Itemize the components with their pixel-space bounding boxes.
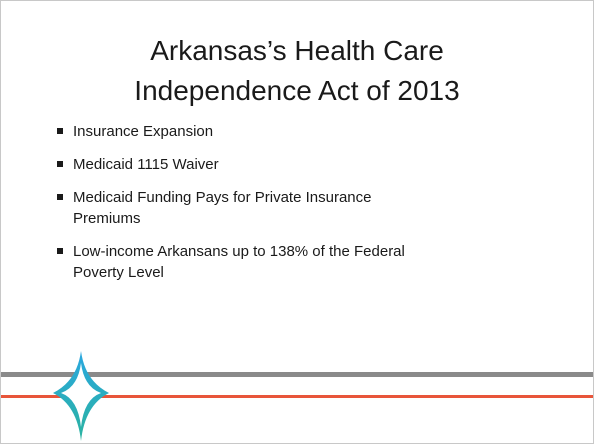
bullet-item: Medicaid 1115 Waiver xyxy=(57,154,557,175)
slide-title: Arkansas’s Health Care Independence Act o… xyxy=(1,31,593,111)
gray-rule xyxy=(1,372,593,377)
bullet-line: Poverty Level xyxy=(73,264,164,281)
bullet-line: Medicaid Funding Pays for Private Insura… xyxy=(73,189,372,206)
bullet-line: Low-income Arkansans up to 138% of the F… xyxy=(73,243,405,260)
bullet-list: Insurance Expansion Medicaid 1115 Waiver M… xyxy=(57,121,557,295)
red-rule xyxy=(1,395,593,398)
bullet-item: Low-income Arkansans up to 138% of the F… xyxy=(57,241,557,283)
bullet-line: Premiums xyxy=(73,210,141,227)
bullet-item: Medicaid Funding Pays for Private Insura… xyxy=(57,187,557,229)
title-line: Arkansas’s Health Care xyxy=(150,35,444,66)
bullet-line: Insurance Expansion xyxy=(73,123,214,140)
bullet-line: Medicaid 1115 Waiver xyxy=(73,156,219,173)
title-line: Independence Act of 2013 xyxy=(134,75,460,106)
star-inner xyxy=(61,363,101,427)
bullet-item: Insurance Expansion xyxy=(57,121,557,142)
